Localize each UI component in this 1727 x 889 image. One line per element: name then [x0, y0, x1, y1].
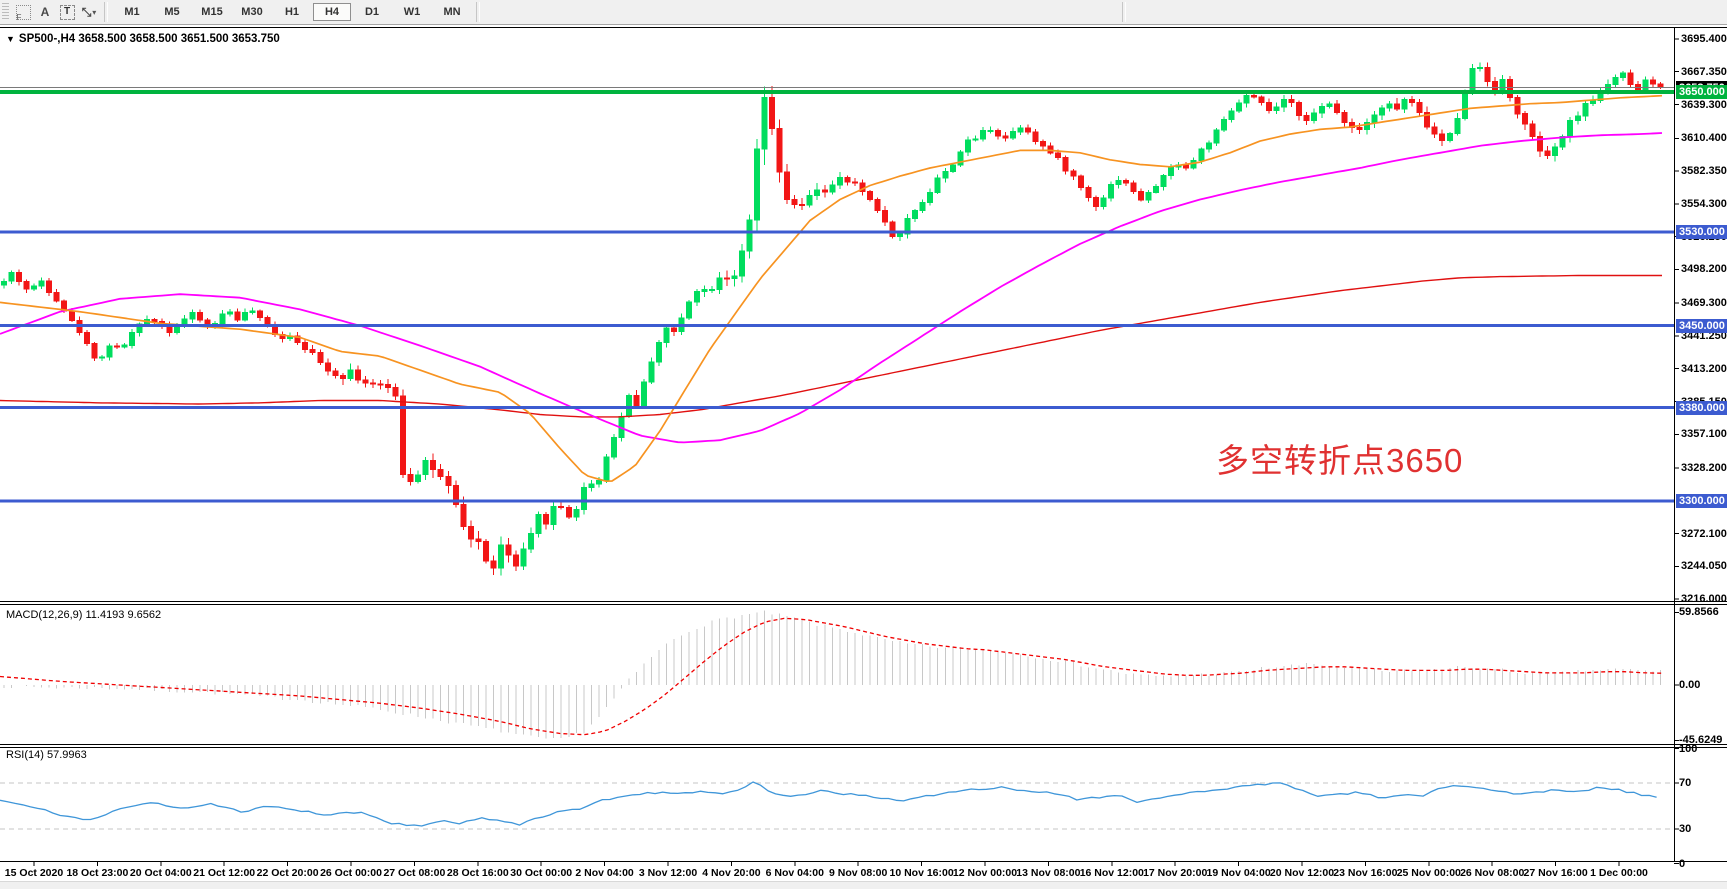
time-tick-label: 20 Oct 04:00 [129, 867, 192, 879]
price-tick-label: 3639.300 [1681, 99, 1727, 111]
price-tick-label: 3469.300 [1681, 297, 1727, 309]
timeframe-button-w1[interactable]: W1 [403, 6, 421, 18]
time-tick-label: 2 Nov 04:00 [575, 867, 634, 879]
ma-fast-line [0, 94, 1663, 483]
macd-scale-label: -45.6249 [1679, 734, 1723, 746]
time-tick-label: 6 Nov 04:00 [765, 867, 824, 879]
macd-signal-line [0, 617, 1665, 736]
timeframe-button-m30[interactable]: M30 [241, 6, 263, 18]
ma-slow-line [0, 274, 1662, 418]
chart-annotation-text[interactable]: 多空转折点3650 [1216, 442, 1464, 479]
text-box-tool-icon[interactable]: T [56, 2, 78, 23]
price-tick-label: 3244.050 [1681, 560, 1727, 572]
time-tick-label: 15 Oct 2020 [4, 867, 64, 879]
price-tick-label: 3695.400 [1681, 33, 1727, 45]
timeframe-button-d1[interactable]: D1 [364, 6, 380, 18]
price-tick-label: 3610.400 [1681, 132, 1727, 144]
dotted-frame-tool-icon[interactable]: F [12, 2, 34, 23]
symbol-title: ▼ SP500-,H4 3658.500 3658.500 3651.500 36… [6, 33, 280, 45]
ma-mid-line [0, 132, 1663, 444]
price-badge-3380-000: 3380.000 [1676, 401, 1727, 415]
text-label-tool-icon[interactable]: A [40, 5, 50, 19]
time-tick-label: 28 Oct 16:00 [446, 867, 509, 879]
price-tick-label: 3667.350 [1681, 66, 1727, 78]
price-tick-label: 3554.300 [1681, 198, 1727, 210]
toolbar: F A T ⤡ ▾ M1 M5 M15 M30 H1 H4 D1 W1 MN [0, 0, 1727, 25]
time-tick-label: 9 Nov 08:00 [829, 867, 888, 879]
window-bottom-strip [0, 881, 1727, 889]
time-tick-label: 26 Oct 00:00 [320, 867, 382, 879]
price-tick-label: 3272.100 [1681, 528, 1727, 540]
rsi-scale-label: 30 [1679, 823, 1692, 835]
rsi-line [0, 781, 1657, 827]
price-tick-label: 3357.100 [1681, 428, 1727, 440]
time-tick-label: 12 Nov 00:00 [952, 867, 1018, 879]
price-tick-label: 3216.000 [1681, 593, 1727, 605]
timeframe-button-m1[interactable]: M1 [124, 6, 140, 18]
time-tick-label: 13 Nov 08:00 [1016, 867, 1081, 879]
time-tick-label: 20 Nov 12:00 [1269, 867, 1335, 879]
timeframe-buttons: M1 M5 M15 M30 H1 H4 D1 W1 MN [112, 3, 472, 21]
macd-indicator-label: MACD(12,26,9) 11.4193 9.6562 [6, 609, 162, 621]
price-tick-label: 3582.350 [1681, 165, 1727, 177]
time-tick-label: 21 Oct 12:00 [193, 867, 256, 879]
time-tick-label: 19 Nov 04:00 [1206, 867, 1271, 879]
timeframe-button-mn[interactable]: MN [443, 6, 461, 18]
toolbar-drag-handle[interactable] [2, 3, 9, 21]
price-badge-3300-000: 3300.000 [1676, 494, 1727, 508]
rsi-scale-label: 70 [1679, 777, 1692, 789]
time-tick-label: 16 Nov 12:00 [1079, 867, 1144, 879]
time-tick-label: 22 Oct 20:00 [256, 867, 319, 879]
timeframe-button-h1[interactable]: H1 [284, 6, 300, 18]
rsi-scale-label: 0 [1679, 858, 1686, 870]
time-tick-label: 18 Oct 23:00 [66, 867, 129, 879]
toolbar-separator [476, 2, 480, 22]
time-tick-label: 4 Nov 20:00 [702, 867, 761, 879]
arrows-tool-icon[interactable]: ⤡ ▾ [81, 4, 97, 19]
price-tick-label: 3441.250 [1681, 330, 1727, 342]
price-tick-label: 3328.200 [1681, 462, 1727, 474]
time-tick-label: 30 Oct 00:00 [510, 867, 573, 879]
price-badge-3650-000: 3650.000 [1676, 85, 1727, 99]
time-tick-label: 27 Oct 08:00 [383, 867, 446, 879]
time-tick-label: 26 Nov 08:00 [1460, 867, 1525, 879]
price-badge-3530-000: 3530.000 [1676, 225, 1727, 239]
collapse-triangle-icon[interactable]: ▼ [6, 34, 15, 44]
rsi-scale-label: 100 [1679, 743, 1698, 755]
time-tick-label: 3 Nov 12:00 [638, 867, 698, 879]
timeframe-button-m5[interactable]: M5 [164, 6, 180, 18]
price-tick-label: 3498.200 [1681, 263, 1727, 275]
time-tick-label: 17 Nov 20:00 [1143, 867, 1208, 879]
time-tick-label: 25 Nov 00:00 [1396, 867, 1461, 879]
toolbar-separator [1122, 2, 1126, 22]
time-tick-label: 10 Nov 16:00 [889, 867, 954, 879]
rsi-indicator-label: RSI(14) 57.9963 [6, 749, 87, 761]
timeframe-button-h4[interactable]: H4 [313, 3, 351, 21]
chevron-down-icon[interactable]: ▾ [92, 7, 97, 17]
time-tick-label: 27 Nov 16:00 [1523, 867, 1588, 879]
macd-scale-label: 0.00 [1679, 679, 1701, 691]
time-tick-label: 23 Nov 16:00 [1333, 867, 1398, 879]
time-tick-label: 1 Dec 00:00 [1590, 867, 1648, 879]
price-badge-3450-000: 3450.000 [1676, 319, 1727, 333]
timeframe-button-m15[interactable]: M15 [201, 6, 223, 18]
candles [1, 67, 1664, 569]
toolbar-separator [104, 2, 108, 22]
macd-scale-label: 59.8566 [1679, 606, 1719, 618]
price-tick-label: 3413.200 [1681, 363, 1727, 375]
